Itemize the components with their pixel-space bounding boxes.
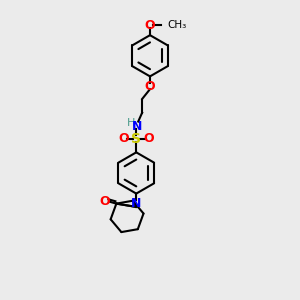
Text: S: S (131, 132, 141, 145)
Text: H: H (127, 118, 135, 128)
Text: O: O (145, 19, 155, 32)
Text: N: N (131, 197, 141, 210)
Text: CH₃: CH₃ (168, 20, 187, 30)
Text: N: N (132, 120, 142, 133)
Text: O: O (145, 80, 155, 93)
Text: O: O (99, 195, 110, 208)
Text: O: O (118, 132, 129, 145)
Text: O: O (144, 132, 154, 145)
